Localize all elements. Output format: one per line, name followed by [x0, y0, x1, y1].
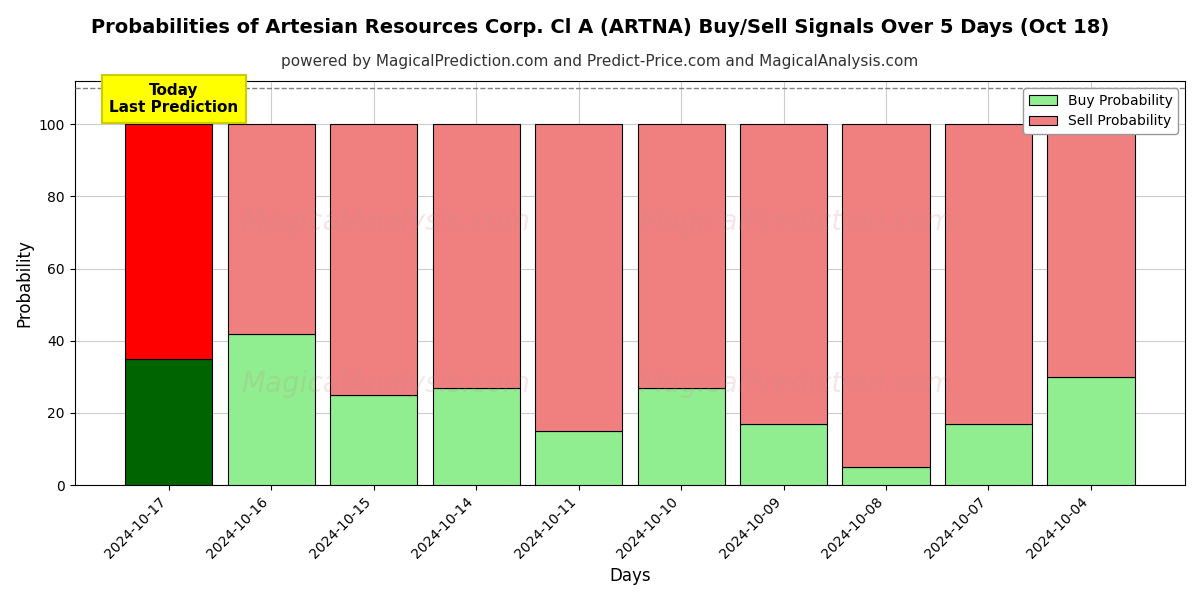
X-axis label: Days: Days: [610, 567, 650, 585]
Bar: [637, 124, 725, 388]
Bar: [740, 424, 827, 485]
Text: Probabilities of Artesian Resources Corp. Cl A (ARTNA) Buy/Sell Signals Over 5 D: Probabilities of Artesian Resources Corp…: [91, 18, 1109, 37]
Bar: [842, 124, 930, 467]
Text: MagicalAnalysis.com: MagicalAnalysis.com: [241, 208, 530, 236]
Text: MagicalPrediction.com: MagicalPrediction.com: [640, 208, 953, 236]
Bar: [637, 388, 725, 485]
Text: MagicalPrediction.com: MagicalPrediction.com: [640, 370, 953, 398]
Legend: Buy Probability, Sell Probability: Buy Probability, Sell Probability: [1024, 88, 1178, 134]
Bar: [228, 334, 314, 485]
Bar: [944, 124, 1032, 424]
Y-axis label: Probability: Probability: [16, 239, 34, 327]
Bar: [432, 388, 520, 485]
Text: MagicalAnalysis.com: MagicalAnalysis.com: [241, 370, 530, 398]
Text: Today
Last Prediction: Today Last Prediction: [109, 83, 239, 115]
Bar: [432, 124, 520, 388]
Bar: [842, 467, 930, 485]
Bar: [228, 124, 314, 334]
Bar: [944, 424, 1032, 485]
Bar: [1048, 124, 1134, 377]
Text: powered by MagicalPrediction.com and Predict-Price.com and MagicalAnalysis.com: powered by MagicalPrediction.com and Pre…: [281, 54, 919, 69]
Bar: [535, 431, 622, 485]
Bar: [125, 124, 212, 359]
Bar: [1048, 377, 1134, 485]
Bar: [125, 359, 212, 485]
Bar: [740, 124, 827, 424]
Bar: [330, 395, 418, 485]
Bar: [535, 124, 622, 431]
Bar: [330, 124, 418, 395]
